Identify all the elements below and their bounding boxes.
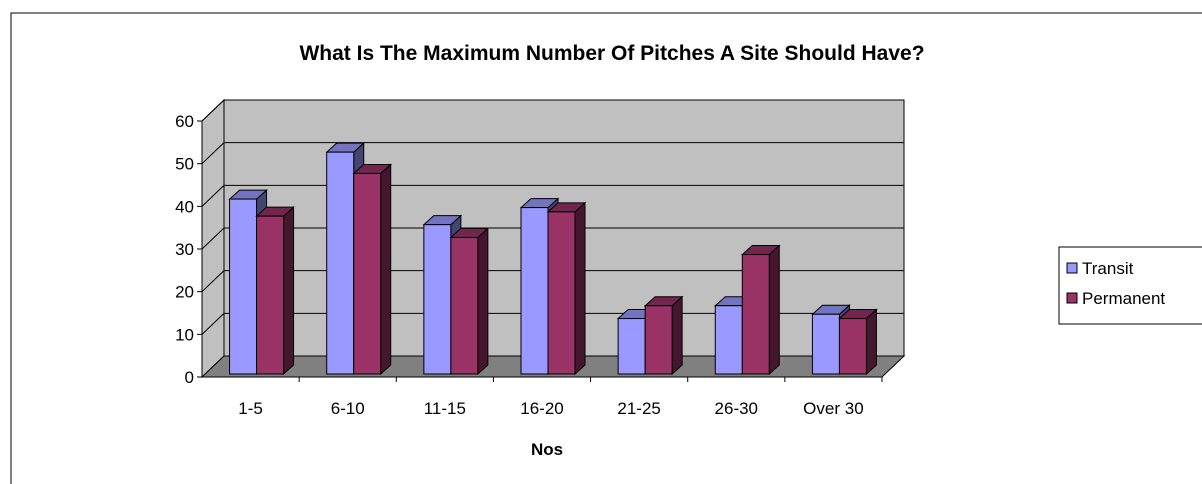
y-tick-label: 50 [175,155,194,174]
bar [811,313,840,375]
bar-side [865,308,877,376]
bar [229,198,258,375]
bar [353,172,382,375]
bar-side [768,244,780,376]
gridline-side [201,142,225,165]
bar [838,318,867,375]
x-axis-label: Nos [531,440,563,459]
bar [617,318,646,375]
legend: Transit Permanent [1058,246,1202,325]
y-tick-label: 20 [175,283,194,302]
gridline-side [201,99,225,122]
y-tick-label: 30 [175,240,194,259]
legend-label: Permanent [1082,289,1165,308]
legend-label: Transit [1082,259,1134,278]
gridline-side [201,227,225,250]
bar [547,211,576,375]
x-tick-label: Over 30 [803,399,863,418]
bar [450,236,479,375]
y-tick-label: 10 [175,325,194,344]
x-tick-label: 11-15 [424,399,466,418]
y-tick-label: 0 [185,368,194,387]
plot-area: 0 10 20 30 40 50 60 1-5 6-10 11-15 16-20 21-25 26-30… [175,98,906,418]
x-tick-label: 16-20 [520,399,563,418]
x-tick-label: 21-25 [617,399,660,418]
gridline-side [201,184,225,207]
x-tick-label: 26-30 [715,399,758,418]
y-tick-label: 60 [175,112,194,131]
bar-side [574,201,586,376]
x-tick-label: 6-10 [331,399,365,418]
x-tick-label: 1-5 [238,399,263,418]
bar [741,254,770,375]
bar-side [283,206,295,376]
bar-side [671,295,683,376]
y-tick-label: 40 [175,197,194,216]
bar-side [380,163,392,376]
bar [644,305,673,375]
bar [256,215,285,375]
legend-swatch [1066,292,1078,304]
bar [326,151,355,375]
legend-swatch [1066,262,1078,274]
bar [714,305,743,375]
legend-box [1058,246,1202,325]
bar [423,224,452,375]
bar-side [477,227,489,376]
gridline-side [201,270,225,293]
bar [520,207,549,375]
gridline-side [201,312,225,335]
chart-title: What Is The Maximum Number Of Pitches A … [299,42,924,65]
